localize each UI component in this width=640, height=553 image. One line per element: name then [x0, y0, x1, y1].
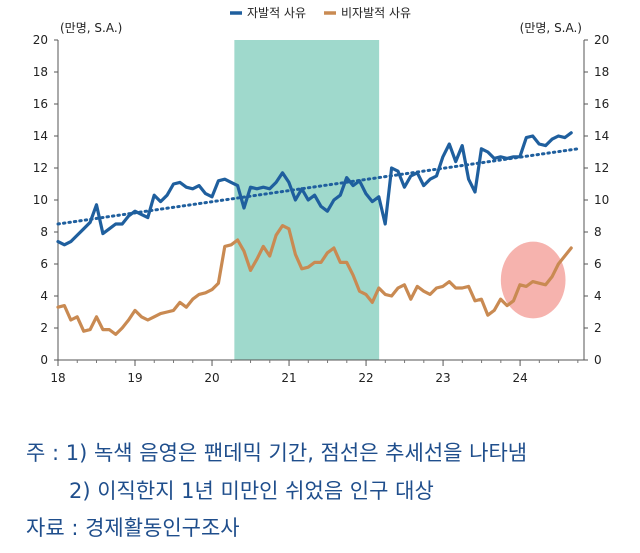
x-tick-label: 21	[281, 371, 296, 385]
y-tick-label-right: 0	[594, 353, 602, 367]
y-tick-label-right: 2	[594, 321, 602, 335]
y-tick-label-left: 14	[33, 129, 48, 143]
y-tick-label-right: 10	[594, 193, 609, 207]
y-tick-label-right: 4	[594, 289, 602, 303]
legend-label-1: 자발적 사유	[247, 6, 306, 20]
y-tick-label-left: 18	[33, 65, 48, 79]
highlight-ellipse	[500, 241, 566, 319]
y-tick-label-right: 18	[594, 65, 609, 79]
series-line-2	[56, 224, 573, 336]
y-tick-label-right: 20	[594, 33, 609, 47]
y-tick-label-left: 12	[33, 161, 48, 175]
legend-label-2: 비자발적 사유	[341, 6, 411, 20]
footnote-1: 주 : 1) 녹색 음영은 팬데믹 기간, 점선은 추세선을 나타냄	[26, 441, 528, 465]
y-tick-label-right: 6	[594, 257, 602, 271]
footnote-2: 2) 이직한지 1년 미만인 쉬었음 인구 대상	[69, 479, 434, 503]
source-note: 자료 : 경제활동인구조사	[26, 516, 240, 540]
y-tick-label-left: 2	[40, 321, 48, 335]
highlight-layer	[500, 241, 566, 319]
y-tick-label-left: 4	[40, 289, 48, 303]
x-tick-label: 22	[358, 371, 373, 385]
x-tick-label: 20	[204, 371, 219, 385]
x-tick-label: 24	[512, 371, 527, 385]
y-tick-label-right: 14	[594, 129, 609, 143]
y-tick-label-right: 8	[594, 225, 602, 239]
x-tick-label: 18	[50, 371, 65, 385]
x-tick-label: 19	[127, 371, 142, 385]
y-tick-label-right: 16	[594, 97, 609, 111]
y-tick-label-left: 20	[33, 33, 48, 47]
x-tick-label: 23	[435, 371, 450, 385]
series-line-1	[56, 131, 573, 247]
series-layer	[56, 131, 573, 336]
y-tick-label-left: 10	[33, 193, 48, 207]
legend: 자발적 사유 비자발적 사유	[230, 6, 411, 20]
y-tick-label-left: 0	[40, 353, 48, 367]
trend-layer	[56, 147, 580, 226]
y-tick-label-left: 8	[40, 225, 48, 239]
y-unit-right: (만명, S.A.)	[520, 21, 582, 35]
y-tick-label-left: 6	[40, 257, 48, 271]
trend-line	[56, 147, 580, 226]
y-tick-label-right: 12	[594, 161, 609, 175]
y-tick-label-left: 16	[33, 97, 48, 111]
y-unit-left: (만명, S.A.)	[60, 21, 122, 35]
